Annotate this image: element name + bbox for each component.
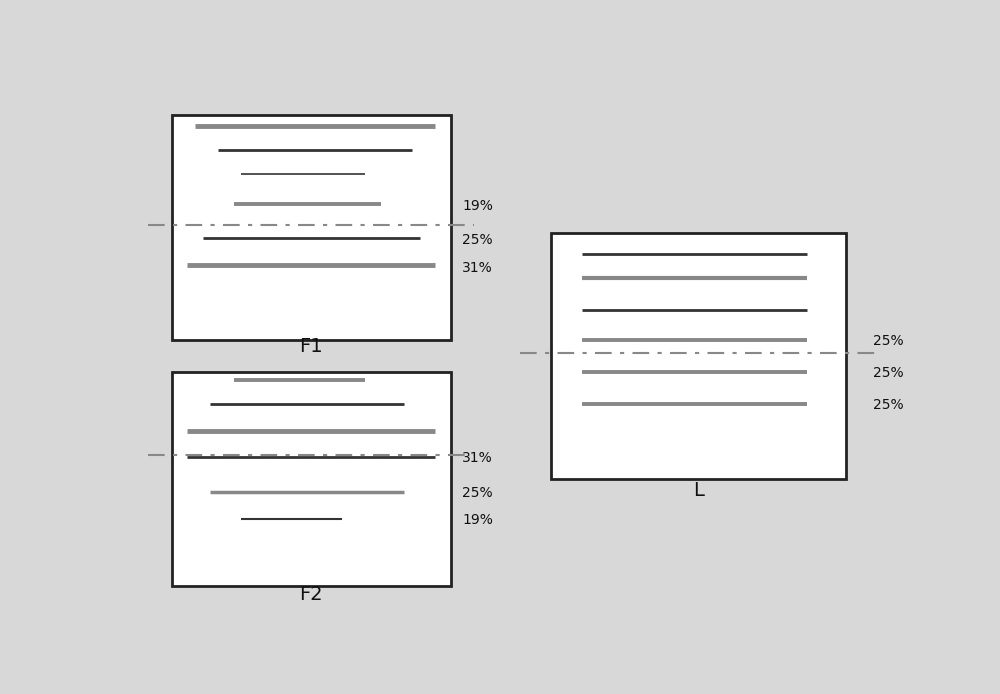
Text: 25%: 25% <box>462 486 493 500</box>
Bar <box>172 372 450 586</box>
Text: F1: F1 <box>299 337 323 356</box>
Text: 25%: 25% <box>873 366 904 380</box>
Text: L: L <box>693 481 704 500</box>
Bar <box>172 115 450 340</box>
Text: 25%: 25% <box>462 233 493 247</box>
Bar <box>551 233 846 479</box>
Text: 19%: 19% <box>462 514 493 527</box>
Text: 25%: 25% <box>873 334 904 348</box>
Text: 31%: 31% <box>462 451 493 466</box>
Text: 31%: 31% <box>462 261 493 275</box>
Text: 19%: 19% <box>462 199 493 213</box>
Text: 25%: 25% <box>873 398 904 412</box>
Text: F2: F2 <box>299 585 323 604</box>
